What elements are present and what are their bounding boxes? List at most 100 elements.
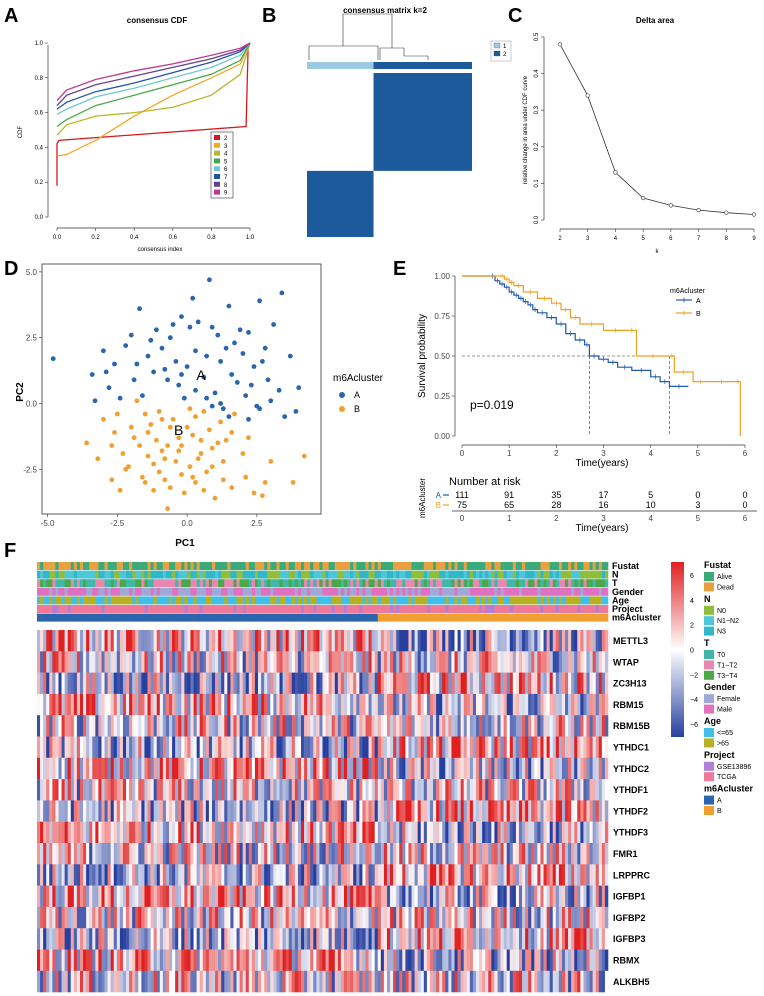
heatmap-cell [92, 715, 96, 737]
heatmap-cell [494, 757, 498, 780]
annotation-cell-m6acluster [291, 613, 296, 622]
heatmap-cell [98, 779, 102, 801]
heatmap-cell [248, 800, 253, 822]
legend-item-label: A [717, 798, 722, 805]
heatmap-cell [359, 757, 363, 780]
annotation-cell-fustat [49, 562, 53, 570]
annotation-cell-fustat [580, 562, 584, 570]
heatmap-cell [43, 672, 47, 695]
annotation-cell-n [221, 570, 225, 579]
heatmap-cell [359, 779, 363, 801]
annotation-cell-fustat [313, 562, 317, 570]
annotation-cell-n [343, 570, 348, 579]
annotation-cell-gender [334, 587, 339, 596]
legend-swatch [704, 806, 714, 815]
annotation-cell-fustat [534, 562, 538, 570]
heatmap-cell [396, 864, 400, 886]
heatmap-cell [543, 843, 547, 865]
annotation-cell-t [230, 579, 234, 588]
annotation-cell-n [181, 570, 185, 579]
annotation-cell-n [568, 570, 572, 579]
heatmap-cell [347, 672, 351, 695]
heatmap-cell [141, 757, 145, 780]
annotation-cell-gender [377, 587, 382, 596]
heatmap-cell [104, 736, 108, 758]
heatmap-cell [221, 715, 225, 737]
annotation-cell-fustat [543, 562, 547, 570]
annotation-cell-fustat [37, 562, 41, 570]
heatmap-cell [580, 821, 584, 844]
heatmap-cell [565, 864, 569, 886]
heatmap-cell [386, 757, 391, 780]
heatmap-cell [92, 970, 96, 993]
legend-item-label: B [717, 808, 722, 815]
annotation-cell-n [466, 570, 471, 579]
legend-swatch [704, 650, 714, 659]
heatmap-cell [433, 800, 437, 822]
heatmap-cell [242, 843, 247, 865]
pca-point-a [251, 364, 257, 369]
annotation-cell-gender [429, 587, 434, 596]
annotation-cell-t [144, 579, 148, 588]
annotation-cell-fustat [165, 562, 170, 570]
heatmap-cell [353, 651, 357, 673]
annotation-cell-n [187, 570, 191, 579]
heatmap-cell [589, 970, 593, 993]
heatmap-cell [107, 779, 111, 801]
pca-point-a [106, 385, 112, 391]
annotation-cell-project [211, 605, 216, 613]
heatmap-cell [43, 928, 47, 950]
heatmap-cell [574, 651, 578, 673]
color-scale-tick-label: 2 [690, 623, 694, 630]
annotation-cell-n [61, 570, 65, 579]
heatmap-cell [239, 715, 243, 737]
heatmap-cell [334, 821, 339, 844]
heatmap-cell [236, 736, 240, 758]
panel-a-legend-swatch [214, 181, 220, 187]
heatmap-cell [310, 779, 314, 801]
annotation-cell-m6acluster [442, 613, 446, 622]
heatmap-cell [122, 843, 127, 865]
heatmap-cell [119, 736, 124, 758]
heatmap-cell [334, 736, 339, 758]
heatmap-cell [172, 843, 176, 865]
heatmap-cell [598, 843, 603, 865]
heatmap-cell [104, 843, 108, 865]
heatmap-cell [261, 864, 265, 886]
heatmap-cell [417, 843, 422, 865]
pca-point-a [220, 406, 226, 412]
heatmap-cell [89, 651, 93, 673]
heatmap-cell [543, 672, 547, 695]
heatmap-cell [537, 800, 541, 822]
panel-d-legend-label: A [354, 390, 360, 400]
heatmap-cell [138, 864, 142, 886]
annotation-cell-project [159, 605, 164, 613]
annotation-cell-n [224, 570, 228, 579]
annotation-cell-fustat [141, 562, 145, 570]
annotation-cell-fustat [129, 562, 133, 570]
heatmap-cell [46, 885, 50, 908]
heatmap-cell [604, 779, 609, 801]
heatmap-cell [61, 693, 65, 716]
annotation-cell-n [46, 570, 50, 579]
annotation-cell-project [304, 605, 308, 613]
annotation-cell-age [485, 596, 489, 605]
heatmap-cell [368, 672, 372, 695]
heatmap-cell [347, 864, 351, 886]
heatmap-cell [86, 736, 90, 758]
heatmap-cell [107, 864, 111, 886]
heatmap-cell [549, 928, 554, 950]
annotation-cell-t [46, 579, 50, 588]
heatmap-cell [463, 651, 468, 673]
annotation-cell-gender [199, 587, 204, 596]
heatmap-cell [165, 736, 170, 758]
heatmap-cell [104, 885, 108, 908]
heatmap-cell [273, 630, 277, 652]
heatmap-cell [454, 821, 458, 844]
heatmap-cell [509, 693, 514, 716]
heatmap-cell [420, 736, 425, 758]
annotation-cell-age [343, 596, 348, 605]
heatmap-cell [49, 864, 53, 886]
heatmap-cell [116, 864, 121, 886]
